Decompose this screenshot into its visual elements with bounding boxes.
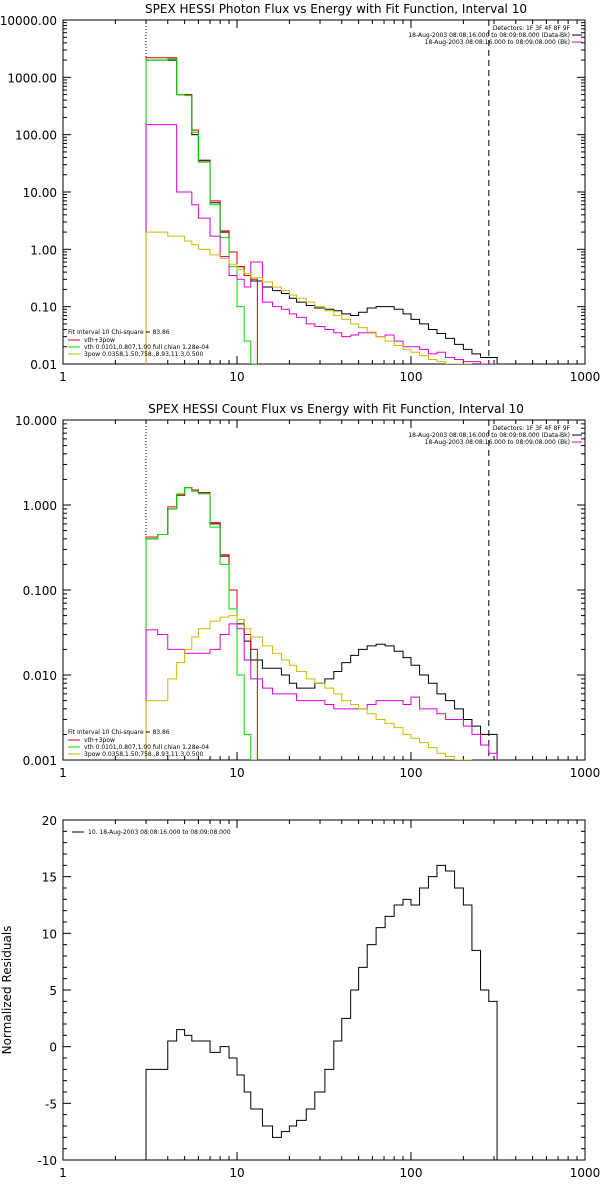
y-tick-label: -10 bbox=[37, 1154, 57, 1168]
x-tick-label: 10 bbox=[229, 766, 244, 780]
x-tick-label: 100 bbox=[400, 766, 423, 780]
y-tick-label: 10 bbox=[42, 927, 57, 941]
photon-legend-detectors: Detectors: 1F 3F 4F 8F 9F bbox=[493, 25, 571, 32]
photon-flux-reference-lines bbox=[145, 20, 490, 364]
x-tick-label: 100 bbox=[400, 1166, 423, 1180]
count-legend-data-bk: 18-Aug-2003 08:08:16.000 to 08:09:08.000… bbox=[408, 432, 570, 439]
yellow-series-line bbox=[145, 615, 473, 760]
red-series-line bbox=[145, 57, 258, 364]
count-flux-legend-topright: Detectors: 1F 3F 4F 8F 9F 18-Aug-2003 08… bbox=[408, 425, 582, 446]
y-tick-label: 15 bbox=[42, 871, 57, 885]
photon-fit-3pow-label: 3pow 0.0358,1.50,758.,8.93,11.3,0.500 bbox=[84, 351, 203, 358]
black-series-line bbox=[145, 487, 498, 760]
y-tick-label: 1.00 bbox=[30, 243, 57, 257]
yellow-series-line bbox=[145, 231, 473, 364]
x-tick-label: 1000 bbox=[570, 766, 600, 780]
y-tick-label: 0.10 bbox=[30, 301, 57, 315]
y-tick-label: 10000.00 bbox=[0, 14, 57, 28]
photon-legend-data-bk: 18-Aug-2003 08:08:16.000 to 08:09:08.000… bbox=[408, 32, 570, 39]
count-flux-panel: SPEX HESSI Count Flux vs Energy with Fit… bbox=[15, 402, 600, 780]
y-tick-label: -5 bbox=[45, 1097, 57, 1111]
y-tick-label: 100.00 bbox=[15, 129, 57, 143]
residuals-ticks: 1 10 100 1000 -10 -5 0 5 10 15 20 bbox=[37, 814, 600, 1180]
residuals-legend-label: 10. 18-Aug-2003 08:08:16.000 to 08:09:08… bbox=[88, 829, 231, 836]
y-tick-label: 10.00 bbox=[23, 186, 57, 200]
magenta-series-line bbox=[145, 124, 498, 364]
photon-fit-interval-label: Fit Interval 10 Chi-square = 83.86 bbox=[68, 329, 170, 336]
x-tick-label: 10 bbox=[229, 370, 244, 384]
count-fit-vth-label: vth 0.0101,0.807,1.00 full chian 1.28e-0… bbox=[84, 744, 209, 751]
count-legend-bk: 18-Aug-2003 08:08:16.000 to 08:09:08.000… bbox=[425, 439, 570, 446]
count-flux-series-layer bbox=[145, 487, 498, 760]
black-series-line bbox=[145, 864, 498, 1160]
count-flux-title: SPEX HESSI Count Flux vs Energy with Fit… bbox=[148, 402, 524, 416]
magenta-series-line bbox=[145, 623, 498, 760]
x-tick-label: 1000 bbox=[570, 370, 600, 384]
count-fit-interval-label: Fit Interval 10 Chi-square = 83.86 bbox=[68, 729, 170, 736]
photon-fit-vth-label: vth 0.0101,0.807,1.00 full chian 1.28e-0… bbox=[84, 344, 209, 351]
y-tick-label: 0 bbox=[49, 1041, 57, 1055]
x-tick-label: 1 bbox=[59, 766, 67, 780]
y-tick-label: 0.001 bbox=[23, 754, 57, 768]
x-tick-label: 1 bbox=[59, 1166, 67, 1180]
photon-flux-legend-topright: Detectors: 1F 3F 4F 8F 9F 18-Aug-2003 08… bbox=[408, 25, 582, 46]
x-tick-label: 100 bbox=[400, 370, 423, 384]
y-tick-label: 0.010 bbox=[23, 669, 57, 683]
residuals-series-layer bbox=[145, 864, 498, 1160]
photon-flux-title: SPEX HESSI Photon Flux vs Energy with Fi… bbox=[145, 2, 527, 16]
photon-fit-total-label: vth+3pow bbox=[84, 337, 115, 344]
residuals-y-axis-label: Normalized Residuals bbox=[0, 926, 14, 1055]
count-fit-3pow-label: 3pow 0.0358,1.50,758.,8.93,11.3,0.500 bbox=[84, 751, 203, 758]
photon-flux-series-layer bbox=[145, 57, 498, 364]
photon-flux-legend-bottomleft: Fit Interval 10 Chi-square = 83.86 vth+3… bbox=[68, 329, 209, 358]
residuals-plot-frame bbox=[62, 819, 586, 1161]
residuals-panel: Normalized Residuals 1 10 100 1000 -10 -5 0 5 10… bbox=[0, 814, 600, 1180]
green-series-line bbox=[145, 58, 258, 364]
y-tick-label: 1.000 bbox=[23, 499, 57, 513]
y-tick-label: 10.000 bbox=[15, 414, 57, 428]
count-flux-plot-frame bbox=[62, 419, 586, 761]
y-tick-label: 5 bbox=[49, 984, 57, 998]
x-tick-label: 10 bbox=[229, 1166, 244, 1180]
photon-flux-ticks: 1 10 100 1000 0.01 0.10 1.00 10.00 100.00 1000.00… bbox=[0, 14, 600, 384]
count-flux-ticks: 1 10 100 1000 0.001 0.010 0.100 1.000 10.000 bbox=[15, 414, 600, 780]
y-tick-label: 1000.00 bbox=[7, 71, 57, 85]
count-flux-legend-bottomleft: Fit Interval 10 Chi-square = 83.86 vth+3… bbox=[68, 729, 209, 758]
y-tick-label: 20 bbox=[42, 814, 57, 828]
green-series-line bbox=[145, 487, 258, 760]
count-legend-detectors: Detectors: 1F 3F 4F 8F 9F bbox=[493, 425, 571, 432]
photon-legend-bk: 18-Aug-2003 08:08:16.000 to 08:09:08.000… bbox=[425, 39, 570, 46]
y-tick-label: 0.100 bbox=[23, 584, 57, 598]
x-tick-label: 1 bbox=[59, 370, 67, 384]
photon-flux-panel: SPEX HESSI Photon Flux vs Energy with Fi… bbox=[0, 2, 600, 384]
x-tick-label: 1000 bbox=[570, 1166, 600, 1180]
y-tick-label: 0.01 bbox=[30, 358, 57, 372]
count-fit-total-label: vth+3pow bbox=[84, 737, 115, 744]
residuals-legend: 10. 18-Aug-2003 08:08:16.000 to 08:09:08… bbox=[72, 829, 231, 836]
count-flux-reference-lines bbox=[145, 420, 490, 760]
photon-flux-plot-frame bbox=[62, 19, 586, 365]
